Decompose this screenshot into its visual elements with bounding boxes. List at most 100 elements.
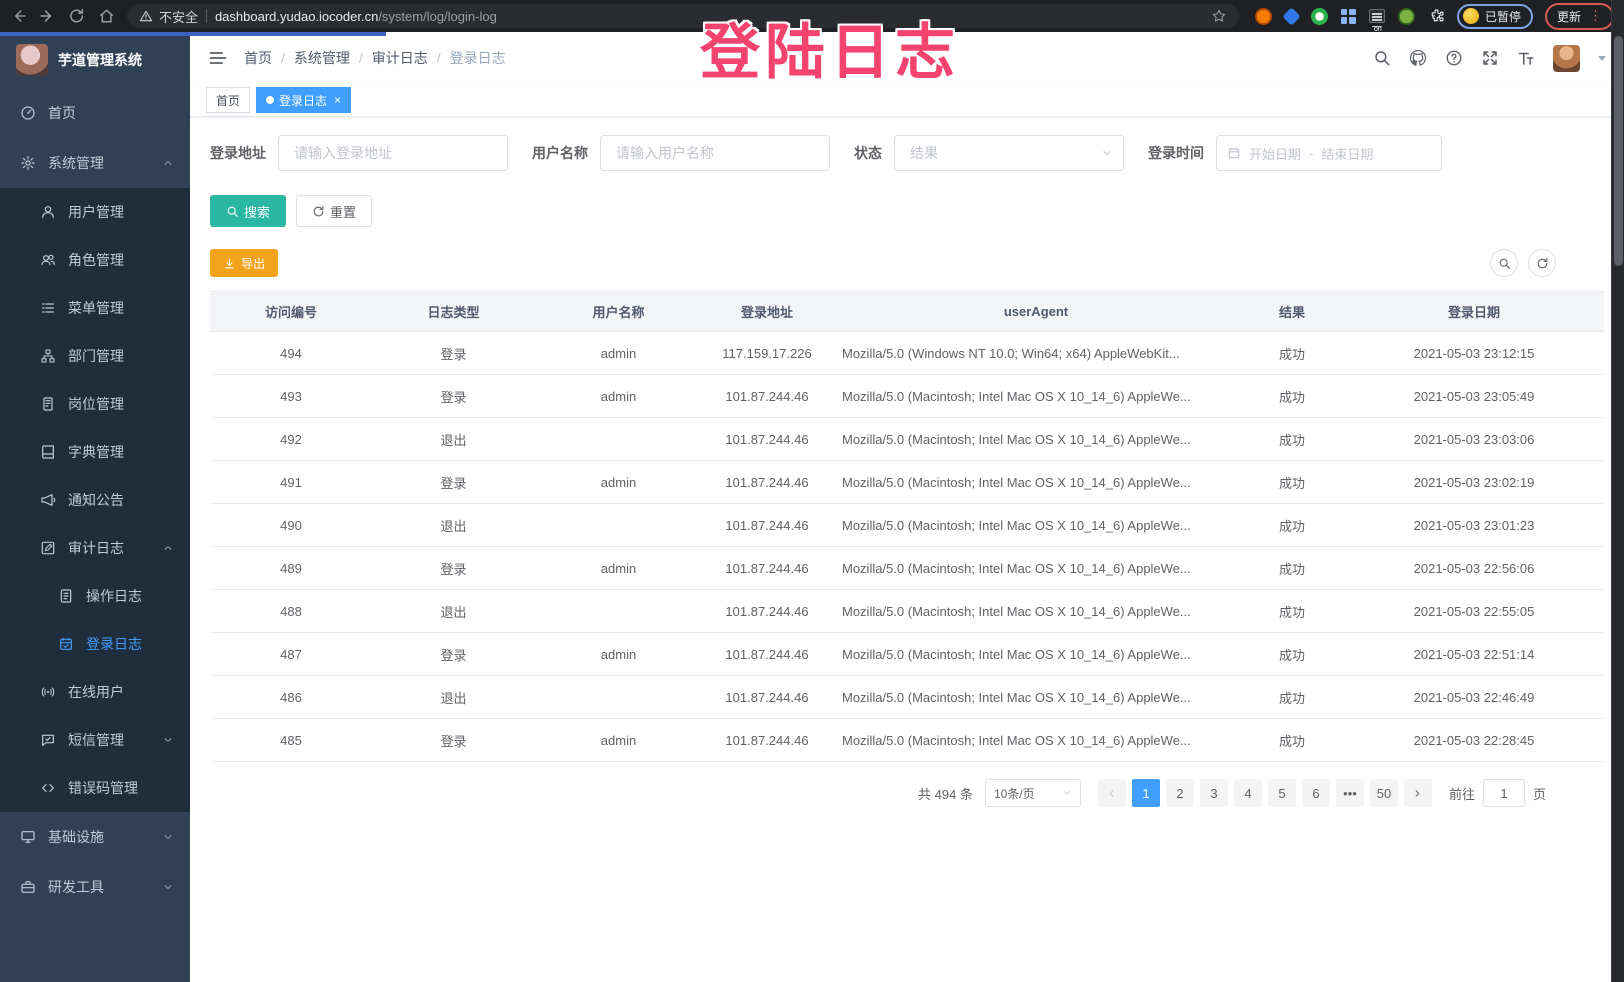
chevron-down-icon bbox=[162, 734, 174, 746]
date-range-picker[interactable]: 开始日期 - 结束日期 bbox=[1216, 135, 1442, 171]
prev-page-button[interactable] bbox=[1097, 779, 1126, 807]
sidebar-item-role-management[interactable]: 角色管理 bbox=[0, 236, 190, 284]
app-logo[interactable]: 芋道管理系统 bbox=[0, 32, 190, 88]
breadcrumb: 首页 / 系统管理 / 审计日志 / 登录日志 bbox=[244, 48, 506, 68]
browser-reload-icon[interactable] bbox=[68, 7, 85, 25]
cell-visit-id: 489 bbox=[210, 546, 372, 590]
bookmark-star-icon[interactable] bbox=[1211, 8, 1227, 24]
extension-orange-icon[interactable] bbox=[1254, 7, 1272, 25]
breadcrumb-item[interactable]: 系统管理 bbox=[293, 50, 350, 66]
chevron-right-icon bbox=[1412, 788, 1423, 799]
cell-log-type: 退出 bbox=[372, 503, 535, 547]
address-bar[interactable]: 不安全 dashboard.yudao.iocoder.cn/system/lo… bbox=[126, 4, 1239, 28]
username-input[interactable] bbox=[600, 135, 830, 171]
extension-grid-icon[interactable] bbox=[1340, 8, 1356, 24]
cell-username: admin bbox=[535, 460, 702, 504]
cell-login-address: 101.87.244.46 bbox=[702, 503, 832, 547]
browser-back-icon[interactable] bbox=[10, 7, 27, 25]
cell-result: 成功 bbox=[1240, 546, 1344, 590]
header-search-icon[interactable] bbox=[1373, 49, 1391, 67]
font-size-icon[interactable] bbox=[1517, 49, 1535, 67]
security-warning[interactable]: 不安全 bbox=[139, 7, 198, 26]
sidebar-item-dev-tools[interactable]: 研发工具 bbox=[0, 862, 190, 912]
page-ellipsis[interactable]: ••• bbox=[1335, 779, 1364, 807]
sidebar-item-menu-management[interactable]: 菜单管理 bbox=[0, 284, 190, 332]
page-button-last[interactable]: 50 bbox=[1369, 779, 1398, 807]
login-address-input[interactable] bbox=[278, 135, 508, 171]
sidebar-item-home[interactable]: 首页 bbox=[0, 88, 190, 138]
page-button-6[interactable]: 6 bbox=[1301, 779, 1330, 807]
cell-login-date: 2021-05-03 22:56:06 bbox=[1344, 546, 1604, 590]
sidebar-item-dict-management[interactable]: 字典管理 bbox=[0, 428, 190, 476]
browser-forward-icon[interactable] bbox=[39, 7, 56, 25]
sidebar-item-label: 部门管理 bbox=[68, 348, 124, 364]
sidebar-item-department-management[interactable]: 部门管理 bbox=[0, 332, 190, 380]
cell-visit-id: 486 bbox=[210, 675, 372, 719]
cell-visit-id: 493 bbox=[210, 374, 372, 418]
cell-visit-id: 487 bbox=[210, 632, 372, 676]
cell-username bbox=[535, 503, 702, 547]
filter-actions: 搜索 重置 bbox=[210, 195, 1604, 227]
breadcrumb-item[interactable]: 审计日志 bbox=[371, 50, 428, 66]
tag-home[interactable]: 首页 bbox=[206, 87, 251, 113]
avatar-caret-down-icon[interactable] bbox=[1598, 55, 1606, 61]
sidebar-item-operation-log[interactable]: 操作日志 bbox=[0, 572, 190, 620]
sidebar-item-notice[interactable]: 通知公告 bbox=[0, 476, 190, 524]
github-icon[interactable] bbox=[1409, 49, 1427, 67]
reset-button[interactable]: 重置 bbox=[296, 195, 373, 227]
sidebar-item-infrastructure[interactable]: 基础设施 bbox=[0, 812, 190, 862]
fullscreen-icon[interactable] bbox=[1481, 49, 1499, 67]
users-icon bbox=[40, 252, 56, 268]
cell-username bbox=[535, 675, 702, 719]
sidebar-item-user-management[interactable]: 用户管理 bbox=[0, 188, 190, 236]
sidebar-item-sms-management[interactable]: 短信管理 bbox=[0, 716, 190, 764]
search-button[interactable]: 搜索 bbox=[210, 195, 287, 227]
sidebar-item-online-users[interactable]: 在线用户 bbox=[0, 668, 190, 716]
page-button-5[interactable]: 5 bbox=[1267, 779, 1296, 807]
extension-green-circle-icon[interactable] bbox=[1310, 7, 1328, 25]
paused-extension-badge[interactable]: 已暂停 bbox=[1456, 3, 1533, 29]
scrollbar-thumb[interactable] bbox=[1614, 36, 1623, 266]
sidebar-collapse-icon[interactable] bbox=[208, 48, 228, 68]
cell-user-agent: Mozilla/5.0 (Macintosh; Intel Mac OS X 1… bbox=[832, 460, 1240, 504]
refresh-icon bbox=[312, 205, 325, 218]
sidebar-item-error-code-management[interactable]: 错误码管理 bbox=[0, 764, 190, 812]
cell-login-date: 2021-05-03 22:51:14 bbox=[1344, 632, 1604, 676]
cell-login-date: 2021-05-03 23:01:23 bbox=[1344, 503, 1604, 547]
status-select[interactable]: 结果 bbox=[894, 135, 1124, 171]
toolbar-right bbox=[1490, 249, 1604, 277]
extensions-puzzle-icon[interactable] bbox=[1428, 8, 1445, 25]
cell-visit-id: 494 bbox=[210, 331, 372, 375]
help-question-icon[interactable] bbox=[1445, 49, 1463, 67]
browser-update-button[interactable]: 更新 ⋮ bbox=[1544, 2, 1614, 30]
table-row: 486 退出 101.87.244.46 Mozilla/5.0 (Macint… bbox=[210, 675, 1604, 719]
browser-menu-icon[interactable]: ⋮ bbox=[1588, 8, 1602, 23]
sidebar-item-audit-log[interactable]: 审计日志 bbox=[0, 524, 190, 572]
page-button-4[interactable]: 4 bbox=[1233, 779, 1262, 807]
extension-list-icon[interactable]: on bbox=[1368, 9, 1385, 32]
goto-page-input[interactable] bbox=[1482, 779, 1525, 807]
next-page-button[interactable] bbox=[1403, 779, 1432, 807]
page-button-1[interactable]: 1 bbox=[1131, 779, 1160, 807]
breadcrumb-item[interactable]: 首页 bbox=[244, 50, 272, 66]
browser-home-icon[interactable] bbox=[98, 7, 115, 25]
extension-green-leaf-icon[interactable] bbox=[1397, 7, 1415, 25]
tag-close-icon[interactable]: × bbox=[334, 93, 342, 107]
page-size-select[interactable]: 10条/页 bbox=[984, 779, 1081, 807]
export-button[interactable]: 导出 bbox=[210, 249, 279, 277]
page-button-3[interactable]: 3 bbox=[1199, 779, 1228, 807]
sidebar-item-login-log[interactable]: 登录日志 bbox=[0, 620, 190, 668]
sidebar-item-system-management[interactable]: 系统管理 bbox=[0, 138, 190, 188]
extension-blue-diamond-icon[interactable] bbox=[1282, 6, 1301, 26]
org-tree-icon bbox=[40, 348, 56, 364]
toggle-search-button[interactable] bbox=[1490, 249, 1518, 277]
edit-square-icon bbox=[40, 540, 56, 556]
tag-login-log[interactable]: 登录日志 × bbox=[256, 87, 352, 113]
page-button-2[interactable]: 2 bbox=[1165, 779, 1194, 807]
sidebar-item-label: 岗位管理 bbox=[68, 396, 124, 412]
refresh-table-button[interactable] bbox=[1528, 249, 1556, 277]
user-avatar[interactable] bbox=[1553, 44, 1580, 72]
breadcrumb-separator: / bbox=[436, 50, 441, 66]
sidebar-item-post-management[interactable]: 岗位管理 bbox=[0, 380, 190, 428]
cell-visit-id: 492 bbox=[210, 417, 372, 461]
